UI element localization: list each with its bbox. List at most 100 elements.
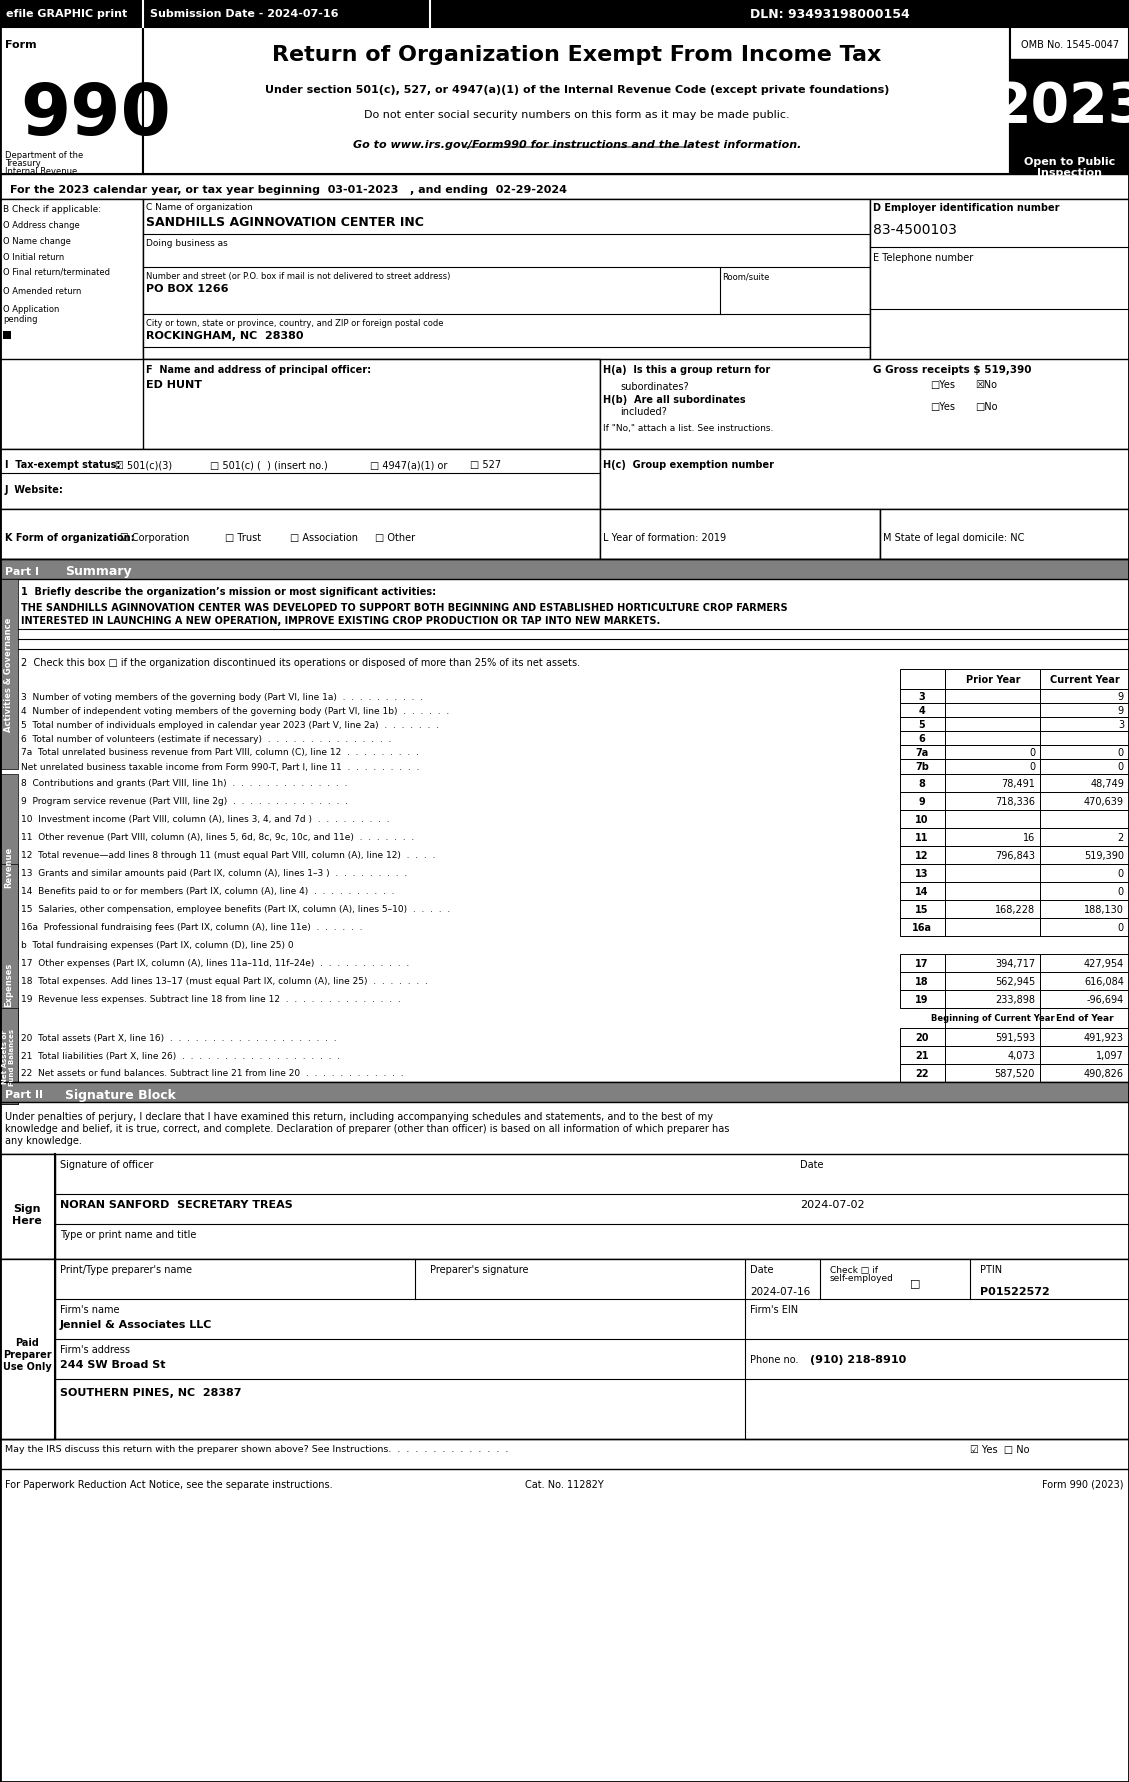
Text: 8: 8 [919,779,926,789]
Text: Check □ if: Check □ if [830,1265,878,1274]
Text: 19  Revenue less expenses. Subtract line 18 from line 12  .  .  .  .  .  .  .  .: 19 Revenue less expenses. Subtract line … [21,994,401,1003]
Text: Activities & Governance: Activities & Governance [5,618,14,732]
Text: 16a  Professional fundraising fees (Part IX, column (A), line 11e)  .  .  .  .  : 16a Professional fundraising fees (Part … [21,923,362,932]
Text: self-employed: self-employed [830,1274,894,1283]
Text: 22: 22 [916,1069,929,1078]
Text: 168,228: 168,228 [995,905,1035,914]
Text: pending: pending [3,314,37,323]
Bar [1040,670,1129,690]
Bar [0,1009,18,1105]
Bar [945,1046,1040,1064]
Bar [1040,829,1129,846]
Bar [599,360,1129,449]
Bar [945,1064,1040,1082]
Bar [900,745,945,759]
Bar [945,759,1040,775]
Bar [900,793,945,811]
Text: ROCKINGHAM, NC  28380: ROCKINGHAM, NC 28380 [146,331,304,340]
Text: Number and street (or P.O. box if mail is not delivered to street address): Number and street (or P.O. box if mail i… [146,273,450,282]
Text: 18  Total expenses. Add lines 13–17 (must equal Part IX, column (A), line 25)  .: 18 Total expenses. Add lines 13–17 (must… [21,977,428,985]
Text: 591,593: 591,593 [995,1032,1035,1042]
Text: □ 4947(a)(1) or: □ 4947(a)(1) or [370,460,447,470]
Bar [0,29,143,175]
Text: ☑ 501(c)(3): ☑ 501(c)(3) [115,460,172,470]
Text: P01522572: P01522572 [980,1287,1050,1296]
Text: Signature Block: Signature Block [65,1087,176,1101]
Bar [599,449,1129,510]
Bar [1040,1028,1129,1046]
Bar [0,1260,1129,1440]
Text: 11  Other revenue (Part VIII, column (A), lines 5, 6d, 8c, 9c, 10c, and 11e)  . : 11 Other revenue (Part VIII, column (A),… [21,832,414,843]
Bar [1040,864,1129,882]
Bar [1040,846,1129,864]
Text: 12  Total revenue—add lines 8 through 11 (must equal Part VIII, column (A), line: 12 Total revenue—add lines 8 through 11 … [21,852,436,861]
Bar [900,900,945,918]
Text: Internal Revenue: Internal Revenue [5,166,77,175]
Text: □ Association: □ Association [290,533,358,544]
Text: 0: 0 [1118,923,1124,932]
Text: Jenniel & Associates LLC: Jenniel & Associates LLC [60,1319,212,1329]
Text: Doing business as: Doing business as [146,239,228,248]
Text: Open to Public: Open to Public [1024,157,1115,168]
Bar [870,200,1129,396]
Bar [143,200,870,396]
Text: 233,898: 233,898 [995,994,1035,1005]
Bar [945,864,1040,882]
Text: 10: 10 [916,814,929,825]
Text: H(b)  Are all subordinates: H(b) Are all subordinates [603,396,745,405]
Text: Do not enter social security numbers on this form as it may be made public.: Do not enter social security numbers on … [365,110,790,119]
Bar [945,918,1040,937]
Text: THE SANDHILLS AGINNOVATION CENTER WAS DEVELOPED TO SUPPORT BOTH BEGINNING AND ES: THE SANDHILLS AGINNOVATION CENTER WAS DE… [21,602,788,613]
Bar [900,704,945,718]
Text: NORAN SANFORD  SECRETARY TREAS: NORAN SANFORD SECRETARY TREAS [60,1199,292,1210]
Bar [1040,690,1129,704]
Text: 4: 4 [919,706,926,716]
Text: Treasury: Treasury [5,159,41,168]
Text: 15  Salaries, other compensation, employee benefits (Part IX, column (A), lines : 15 Salaries, other compensation, employe… [21,905,450,914]
Text: □ 527: □ 527 [470,460,501,470]
Text: 491,923: 491,923 [1084,1032,1124,1042]
Text: 9: 9 [1118,706,1124,716]
Text: Form: Form [5,39,36,50]
Text: 188,130: 188,130 [1084,905,1124,914]
Text: ED HUNT: ED HUNT [146,380,202,390]
Bar [1040,1009,1129,1028]
Bar [900,864,945,882]
Text: 14  Benefits paid to or for members (Part IX, column (A), line 4)  .  .  .  .  .: 14 Benefits paid to or for members (Part… [21,887,394,896]
Bar [143,29,1010,175]
Bar [900,918,945,937]
Text: 3: 3 [1118,720,1124,729]
Bar [900,690,945,704]
Text: 20  Total assets (Part X, line 16)  .  .  .  .  .  .  .  .  .  .  .  .  .  .  . : 20 Total assets (Part X, line 16) . . . … [21,1034,336,1042]
Bar [900,732,945,745]
Bar [900,1028,945,1046]
Text: B Check if applicable:: B Check if applicable: [3,205,102,214]
Bar [900,718,945,732]
Text: INTERESTED IN LAUNCHING A NEW OPERATION, IMPROVE EXISTING CROP PRODUCTION OR TAP: INTERESTED IN LAUNCHING A NEW OPERATION,… [21,615,660,625]
Text: 519,390: 519,390 [1084,850,1124,861]
Bar [945,955,1040,973]
Text: H(a)  Is this a group return for: H(a) Is this a group return for [603,365,770,374]
Bar [1040,882,1129,900]
Text: 6: 6 [919,734,926,743]
Text: 17  Other expenses (Part IX, column (A), lines 11a–11d, 11f–24e)  .  .  .  .  . : 17 Other expenses (Part IX, column (A), … [21,959,409,968]
Text: O Name change: O Name change [3,237,71,246]
Text: 13: 13 [916,868,929,879]
Bar [1040,900,1129,918]
Text: Firm's name: Firm's name [60,1304,120,1315]
Text: 4  Number of independent voting members of the governing body (Part VI, line 1b): 4 Number of independent voting members o… [21,706,449,715]
Bar [900,829,945,846]
Text: 490,826: 490,826 [1084,1069,1124,1078]
Bar [0,360,599,449]
Bar [900,991,945,1009]
Bar [1040,991,1129,1009]
Text: knowledge and belief, it is true, correct, and complete. Declaration of preparer: knowledge and belief, it is true, correc… [5,1123,729,1133]
Bar [0,449,599,510]
Text: 14: 14 [916,886,929,896]
Text: E Telephone number: E Telephone number [873,253,973,264]
Bar [1040,745,1129,759]
Bar [0,579,18,770]
Text: 2024-07-16: 2024-07-16 [750,1287,811,1296]
Text: Return of Organization Exempt From Income Tax: Return of Organization Exempt From Incom… [272,45,882,64]
Text: □No: □No [975,401,998,412]
